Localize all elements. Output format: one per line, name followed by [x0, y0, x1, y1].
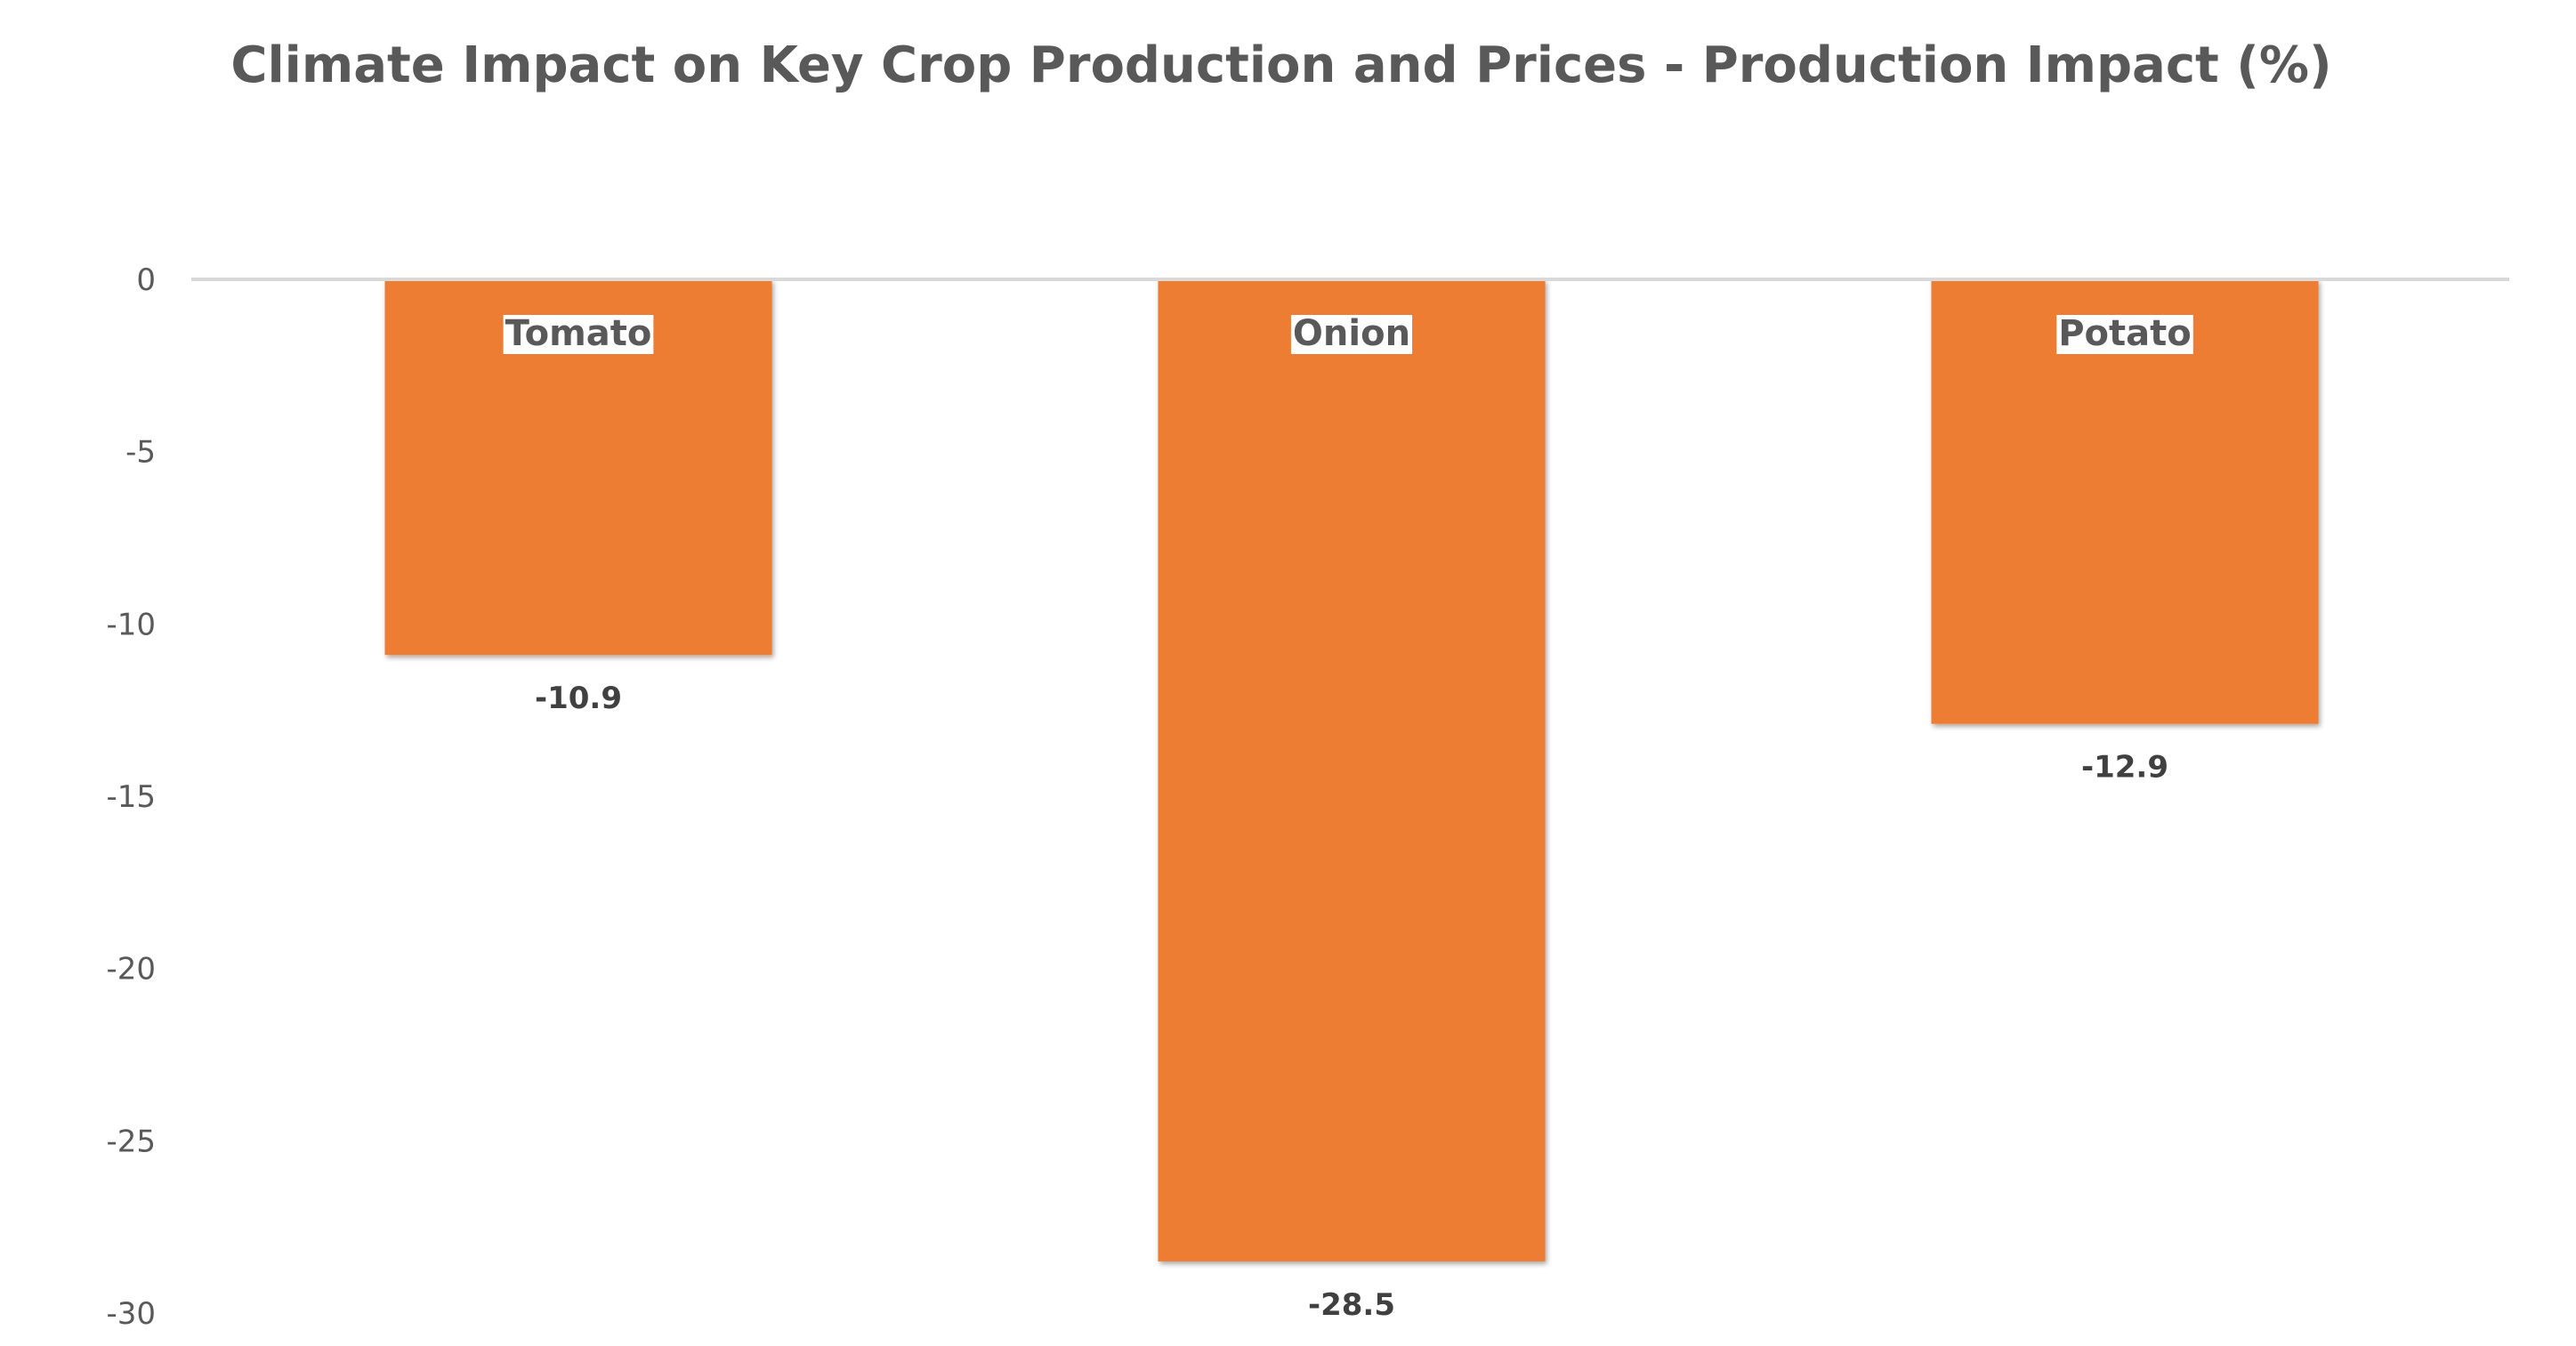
category-label-onion: Onion: [1290, 313, 1413, 354]
chart-title: Climate Impact on Key Crop Production an…: [230, 36, 2331, 94]
category-label-background: [503, 315, 654, 354]
category-label-text: Onion: [1293, 313, 1410, 354]
y-tick-label: -20: [106, 952, 156, 987]
value-label-onion: -28.5: [1308, 1287, 1395, 1323]
value-label-tomato: -10.9: [535, 681, 622, 716]
category-label-text: Tomato: [505, 313, 652, 354]
bars: [384, 279, 2319, 1261]
bar-onion: [1158, 279, 1546, 1261]
category-label-background: [2056, 315, 2193, 354]
y-axis: 0 -5 -10 -15 -20 -25 -30: [106, 262, 156, 1332]
y-tick-label: 0: [136, 262, 156, 298]
category-label-potato: Potato: [2056, 313, 2193, 354]
y-tick-label: -25: [106, 1124, 156, 1159]
y-tick-label: -15: [106, 779, 156, 815]
category-label-background: [1290, 315, 1413, 354]
data-labels: -10.9 Tomato -28.5 Onion -12.9 Potato: [503, 313, 2193, 1323]
value-label-potato: -12.9: [2081, 750, 2168, 786]
category-label-text: Potato: [2058, 313, 2192, 354]
category-label-tomato: Tomato: [503, 313, 654, 354]
y-tick-label: -30: [106, 1296, 156, 1332]
y-tick-label: -10: [106, 607, 156, 642]
y-tick-label: -5: [125, 435, 156, 471]
